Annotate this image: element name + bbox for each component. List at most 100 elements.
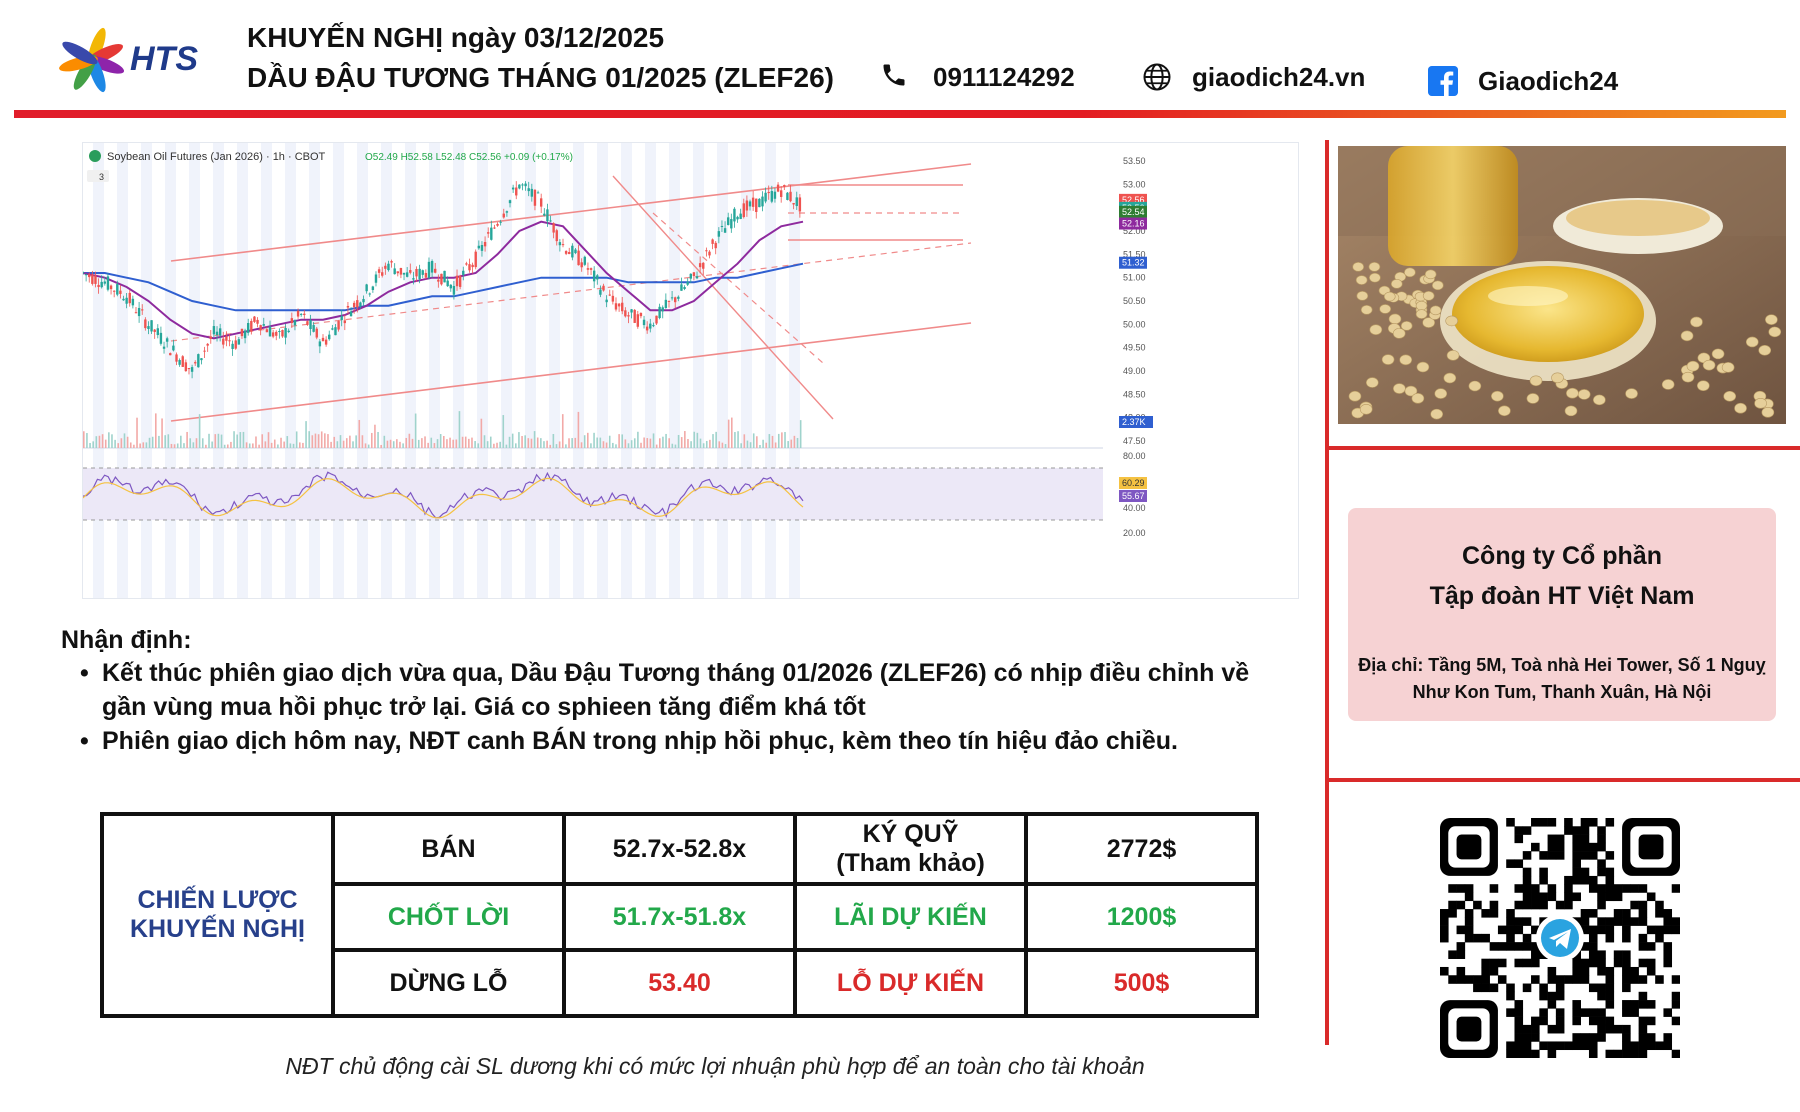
qr-module: [1622, 1000, 1631, 1009]
candle-body: [290, 318, 294, 324]
qr-module: [1514, 942, 1524, 951]
soybean-oil-photo: [1338, 146, 1786, 424]
volume-bar: [605, 442, 608, 448]
candle-body: [262, 324, 265, 326]
candle-body: [381, 272, 384, 276]
qr-module: [1630, 1008, 1639, 1017]
soybean: [1445, 315, 1458, 327]
candle-body: [558, 242, 562, 246]
candle-body: [658, 306, 661, 319]
candle-body: [798, 197, 802, 212]
margin-label-line1: KÝ QUỸ: [862, 820, 959, 848]
volume-bar: [762, 439, 764, 448]
qr-module: [1456, 884, 1466, 893]
volume-bar: [430, 437, 433, 448]
qr-module: [1456, 900, 1466, 910]
phone-number[interactable]: 0911124292: [933, 62, 1075, 92]
qr-module: [1522, 867, 1532, 877]
candle-body: [396, 271, 400, 274]
volume-bar: [327, 434, 329, 448]
volume-bar: [248, 443, 251, 448]
volume-bar: [270, 442, 273, 448]
candle-body: [181, 356, 184, 367]
volume-bar: [158, 435, 160, 448]
volume-bar: [264, 441, 267, 448]
qr-module: [1580, 925, 1590, 935]
qr-module: [1539, 892, 1548, 902]
candle-body: [636, 314, 640, 327]
candle-body: [312, 325, 315, 332]
candle-body: [773, 191, 777, 199]
qr-module: [1473, 933, 1482, 943]
candle-body: [474, 251, 477, 268]
candle-body: [362, 298, 365, 303]
qr-module: [1564, 818, 1573, 827]
candle-body: [471, 264, 474, 268]
volume-bar: [170, 443, 173, 448]
qr-module: [1506, 1041, 1515, 1051]
qr-code[interactable]: [1440, 818, 1680, 1058]
qr-module: [1555, 1008, 1565, 1017]
qr-module: [1597, 1008, 1606, 1017]
volume-bar: [192, 442, 195, 448]
down-channel-line-1: [612, 175, 834, 420]
candle-body: [561, 244, 565, 246]
qr-module: [1456, 966, 1466, 976]
volume-bar: [239, 432, 242, 448]
candle-body: [508, 200, 512, 204]
volume-bar: [155, 413, 157, 448]
qr-module: [1663, 1041, 1673, 1051]
bullet-text-1: Kết thúc phiên giao dịch vừa qua, Dầu Đậ…: [102, 659, 1250, 721]
soybean: [1360, 305, 1373, 315]
candle-body: [720, 225, 724, 227]
qr-module: [1605, 867, 1615, 877]
qr-module: [1671, 1000, 1680, 1009]
soybean: [1415, 309, 1428, 319]
volume-bar: [358, 419, 361, 448]
candle-body: [346, 305, 350, 308]
qr-module: [1580, 842, 1590, 852]
qr-module: [1613, 917, 1623, 926]
qr-module: [1531, 818, 1540, 827]
candle-body: [708, 251, 711, 256]
candle-body: [246, 323, 250, 333]
volume-bar: [464, 436, 467, 448]
qr-module: [1456, 950, 1466, 959]
candle-body: [711, 239, 714, 244]
volume-bar: [336, 441, 339, 448]
website-link[interactable]: giaodich24.vn: [1192, 62, 1366, 92]
indicator-toggle[interactable]: [87, 170, 109, 182]
candle-body: [275, 331, 278, 336]
qr-module: [1605, 917, 1615, 926]
qr-module: [1547, 1049, 1557, 1058]
volume-bar: [621, 434, 624, 448]
candle-body: [106, 276, 110, 290]
qr-module: [1514, 834, 1524, 844]
phone-icon: [883, 64, 905, 86]
volume-bar: [227, 444, 229, 448]
qr-module: [1622, 958, 1631, 968]
volume-bar: [552, 433, 555, 448]
facebook-link[interactable]: Giaodich24: [1478, 66, 1619, 96]
candle-body: [564, 251, 568, 254]
qr-module: [1531, 958, 1540, 968]
volume-bar: [530, 438, 533, 448]
candle-body: [480, 245, 484, 251]
qr-module: [1580, 851, 1590, 860]
qr-module: [1456, 925, 1466, 935]
qr-module: [1588, 958, 1598, 968]
soybean: [1400, 321, 1413, 331]
qr-module: [1622, 909, 1631, 918]
soybean: [1734, 402, 1747, 414]
qr-module: [1622, 1008, 1631, 1017]
qr-module: [1588, 1041, 1598, 1051]
candle-body: [611, 295, 615, 302]
qr-module: [1539, 1008, 1548, 1017]
volume-bar: [333, 436, 336, 448]
candle-body: [169, 353, 172, 356]
analysis-bullet-2: • Phiên giao dịch hôm nay, NĐT canh BÁN …: [80, 724, 1300, 758]
qr-module: [1506, 859, 1515, 868]
volume-bar: [299, 442, 301, 448]
volume-bar: [449, 437, 451, 448]
qr-module: [1448, 909, 1457, 918]
